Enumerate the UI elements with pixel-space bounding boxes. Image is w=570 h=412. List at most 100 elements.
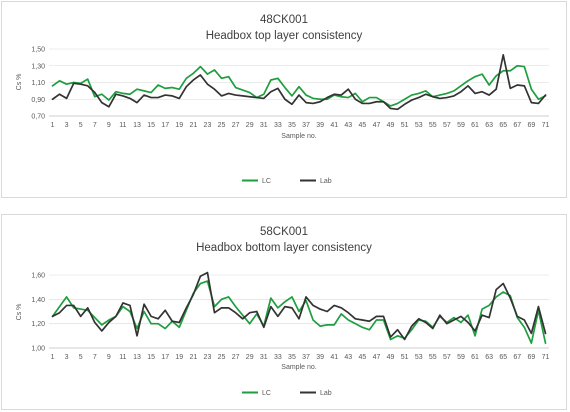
x-tick-label: 7 [93, 122, 97, 129]
x-tick-label: 69 [527, 354, 535, 361]
x-tick-label: 43 [344, 122, 352, 129]
x-tick-label: 27 [232, 122, 240, 129]
x-tick-label: 71 [542, 122, 550, 129]
chart-title: 58CK001 [260, 226, 308, 238]
x-tick-label: 23 [204, 354, 212, 361]
chart-title: 48CK001 [260, 14, 308, 26]
series-line-lc [51, 64, 547, 107]
x-tick-label: 63 [485, 122, 493, 129]
bottom-layer-chart-panel: 58CK001 Headbox bottom layer consistency 1… [1, 214, 567, 410]
y-tick-label: 1,50 [31, 47, 45, 54]
x-tick-label: 1 [51, 354, 55, 361]
x-tick-label: 41 [330, 354, 338, 361]
x-tick-label: 65 [499, 122, 507, 129]
y-tick-label: 1,20 [31, 321, 45, 328]
x-tick-label: 27 [232, 354, 240, 361]
legend-label-lab: Lab [320, 178, 332, 185]
x-tick-label: 61 [471, 354, 479, 361]
x-tick-label: 59 [457, 354, 465, 361]
x-tick-label: 39 [316, 122, 324, 129]
x-tick-label: 37 [302, 354, 310, 361]
x-tick-label: 25 [218, 122, 226, 129]
chart-subtitle: Headbox top layer consistency [206, 30, 363, 42]
x-axis-label: Sample no. [281, 133, 316, 140]
legend-label-lab: Lab [320, 390, 332, 397]
x-tick-label: 3 [65, 122, 69, 129]
x-tick-label: 63 [485, 354, 493, 361]
y-tick-label: 0,70 [31, 114, 45, 121]
y-tick-label: 1,60 [31, 273, 45, 280]
x-tick-label: 31 [260, 122, 268, 129]
x-tick-label: 59 [457, 122, 465, 129]
x-tick-label: 41 [330, 122, 338, 129]
y-axis-label: Cs % [16, 304, 23, 321]
x-tick-label: 37 [302, 122, 310, 129]
legend-label-lc: LC [262, 390, 271, 397]
x-tick-label: 15 [147, 122, 155, 129]
x-tick-label: 31 [260, 354, 268, 361]
x-tick-label: 11 [119, 354, 126, 361]
x-tick-label: 19 [175, 122, 183, 129]
x-tick-label: 9 [107, 122, 111, 129]
x-tick-label: 33 [274, 122, 282, 129]
x-tick-label: 29 [246, 354, 254, 361]
x-tick-label: 13 [133, 354, 141, 361]
x-tick-label: 45 [358, 122, 366, 129]
series-line-lab [51, 271, 547, 341]
x-tick-label: 7 [93, 354, 97, 361]
y-tick-label: 1,30 [31, 63, 45, 70]
x-tick-label: 21 [189, 354, 197, 361]
x-tick-label: 11 [119, 122, 126, 129]
x-tick-label: 3 [65, 354, 69, 361]
y-tick-label: 1,10 [31, 80, 45, 87]
y-tick-label: 1,40 [31, 297, 45, 304]
x-tick-label: 33 [274, 354, 282, 361]
x-tick-label: 71 [542, 354, 550, 361]
x-tick-label: 29 [246, 122, 254, 129]
x-tick-label: 49 [387, 354, 395, 361]
x-axis-label: Sample no. [281, 364, 316, 371]
x-tick-label: 9 [107, 354, 111, 361]
x-tick-label: 5 [79, 354, 83, 361]
x-tick-label: 67 [513, 122, 521, 129]
x-tick-label: 17 [161, 354, 169, 361]
x-tick-label: 25 [218, 354, 226, 361]
x-tick-label: 69 [527, 122, 535, 129]
y-tick-label: 0,90 [31, 97, 45, 104]
x-tick-label: 1 [51, 122, 55, 129]
x-tick-label: 53 [415, 354, 423, 361]
x-tick-label: 57 [443, 122, 451, 129]
x-tick-label: 19 [175, 354, 183, 361]
x-tick-label: 55 [429, 122, 437, 129]
x-tick-label: 49 [387, 122, 395, 129]
x-tick-label: 13 [133, 122, 141, 129]
x-tick-label: 35 [288, 354, 296, 361]
y-tick-label: 1,00 [31, 346, 45, 353]
x-tick-label: 35 [288, 122, 296, 129]
chart-subtitle: Headbox bottom layer consistency [196, 242, 372, 254]
series-line-lab [51, 54, 547, 111]
top-layer-consistency-chart: 48CK001 Headbox top layer consistency 0,70… [16, 14, 550, 185]
x-tick-label: 65 [499, 354, 507, 361]
y-axis-label: Cs % [16, 74, 23, 91]
x-tick-label: 51 [401, 354, 409, 361]
x-tick-label: 5 [79, 122, 83, 129]
x-tick-label: 21 [189, 122, 197, 129]
x-tick-label: 67 [513, 354, 521, 361]
x-tick-label: 17 [161, 122, 169, 129]
x-tick-label: 45 [358, 354, 366, 361]
x-tick-label: 23 [204, 122, 212, 129]
x-tick-label: 61 [471, 122, 479, 129]
x-tick-label: 47 [373, 354, 381, 361]
x-tick-label: 57 [443, 354, 451, 361]
legend-label-lc: LC [262, 178, 271, 185]
top-layer-chart-panel: 48CK001 Headbox top layer consistency 0,70… [1, 1, 567, 198]
x-tick-label: 55 [429, 354, 437, 361]
x-tick-label: 51 [401, 122, 409, 129]
x-tick-label: 43 [344, 354, 352, 361]
x-tick-label: 53 [415, 122, 423, 129]
x-tick-label: 15 [147, 354, 155, 361]
x-tick-label: 39 [316, 354, 324, 361]
x-tick-label: 47 [373, 122, 381, 129]
bottom-layer-consistency-chart: 58CK001 Headbox bottom layer consistency 1… [16, 226, 550, 397]
